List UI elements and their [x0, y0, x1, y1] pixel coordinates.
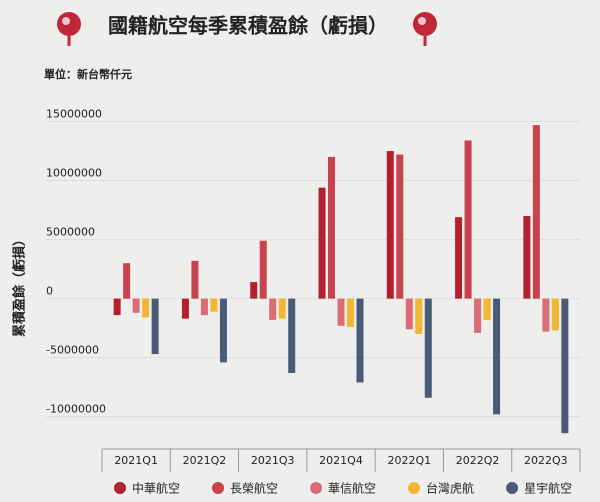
legend-label: 華信航空 — [328, 481, 376, 496]
magnifier-icon — [57, 12, 81, 46]
y-tick-label: -10000000 — [46, 403, 106, 416]
legend-swatch — [408, 482, 421, 494]
bar — [542, 298, 550, 332]
bar — [181, 298, 189, 319]
y-axis-label: 累積盈餘（虧損） — [12, 233, 28, 337]
x-tick-label: 2021Q4 — [319, 454, 363, 467]
x-tick-label: 2022Q3 — [524, 454, 568, 467]
legend-label: 星宇航空 — [524, 481, 572, 496]
bar — [269, 298, 277, 320]
y-tick-label: -5000000 — [46, 344, 99, 357]
bar — [523, 215, 531, 299]
bar — [259, 240, 267, 299]
bar — [328, 156, 335, 299]
legend-swatch — [310, 482, 323, 494]
bar — [424, 298, 432, 398]
bar — [347, 298, 354, 327]
y-tick-label: 15000000 — [46, 108, 102, 121]
bar — [356, 298, 364, 383]
bar — [151, 298, 159, 355]
x-tick-label: 2021Q1 — [114, 454, 158, 467]
bar — [386, 151, 394, 299]
legend-label: 台灣虎航 — [426, 481, 474, 496]
bar — [405, 298, 413, 330]
bar — [219, 298, 227, 363]
bar — [561, 298, 569, 434]
x-tick-label: 2022Q2 — [456, 454, 500, 467]
y-tick-label: 0 — [46, 285, 53, 298]
bar — [464, 140, 472, 299]
bar — [210, 298, 218, 312]
bar — [483, 298, 491, 320]
x-tick-label: 2021Q3 — [251, 454, 295, 467]
bar — [278, 298, 286, 319]
legend-label: 長榮航空 — [230, 481, 278, 496]
bar — [288, 298, 296, 373]
bar — [250, 282, 258, 299]
unit-label: 單位：新台幣仟元 — [44, 67, 132, 81]
bar — [532, 125, 540, 299]
bar — [551, 298, 559, 331]
legend-swatch — [114, 482, 126, 494]
bar — [396, 154, 404, 299]
bar — [142, 298, 150, 318]
x-tick-label: 2021Q2 — [183, 454, 227, 467]
y-tick-label: 10000000 — [46, 167, 102, 180]
bar — [474, 298, 482, 333]
bar — [455, 217, 463, 299]
bar — [337, 298, 345, 326]
legend-label: 中華航空 — [132, 481, 180, 496]
legend-swatch — [506, 482, 519, 494]
legend-swatch — [212, 482, 225, 494]
bar — [123, 263, 131, 299]
chart-title: 國籍航空每季累積盈餘（虧損） — [108, 14, 388, 38]
bar — [415, 298, 423, 335]
bar — [132, 298, 140, 313]
bar — [318, 187, 326, 299]
bar — [191, 260, 199, 299]
y-tick-label: 5000000 — [46, 226, 95, 239]
bar — [113, 298, 121, 316]
x-tick-label: 2022Q1 — [387, 454, 431, 467]
bar — [493, 298, 501, 415]
bar — [200, 298, 208, 316]
magnifier-icon — [413, 12, 437, 46]
